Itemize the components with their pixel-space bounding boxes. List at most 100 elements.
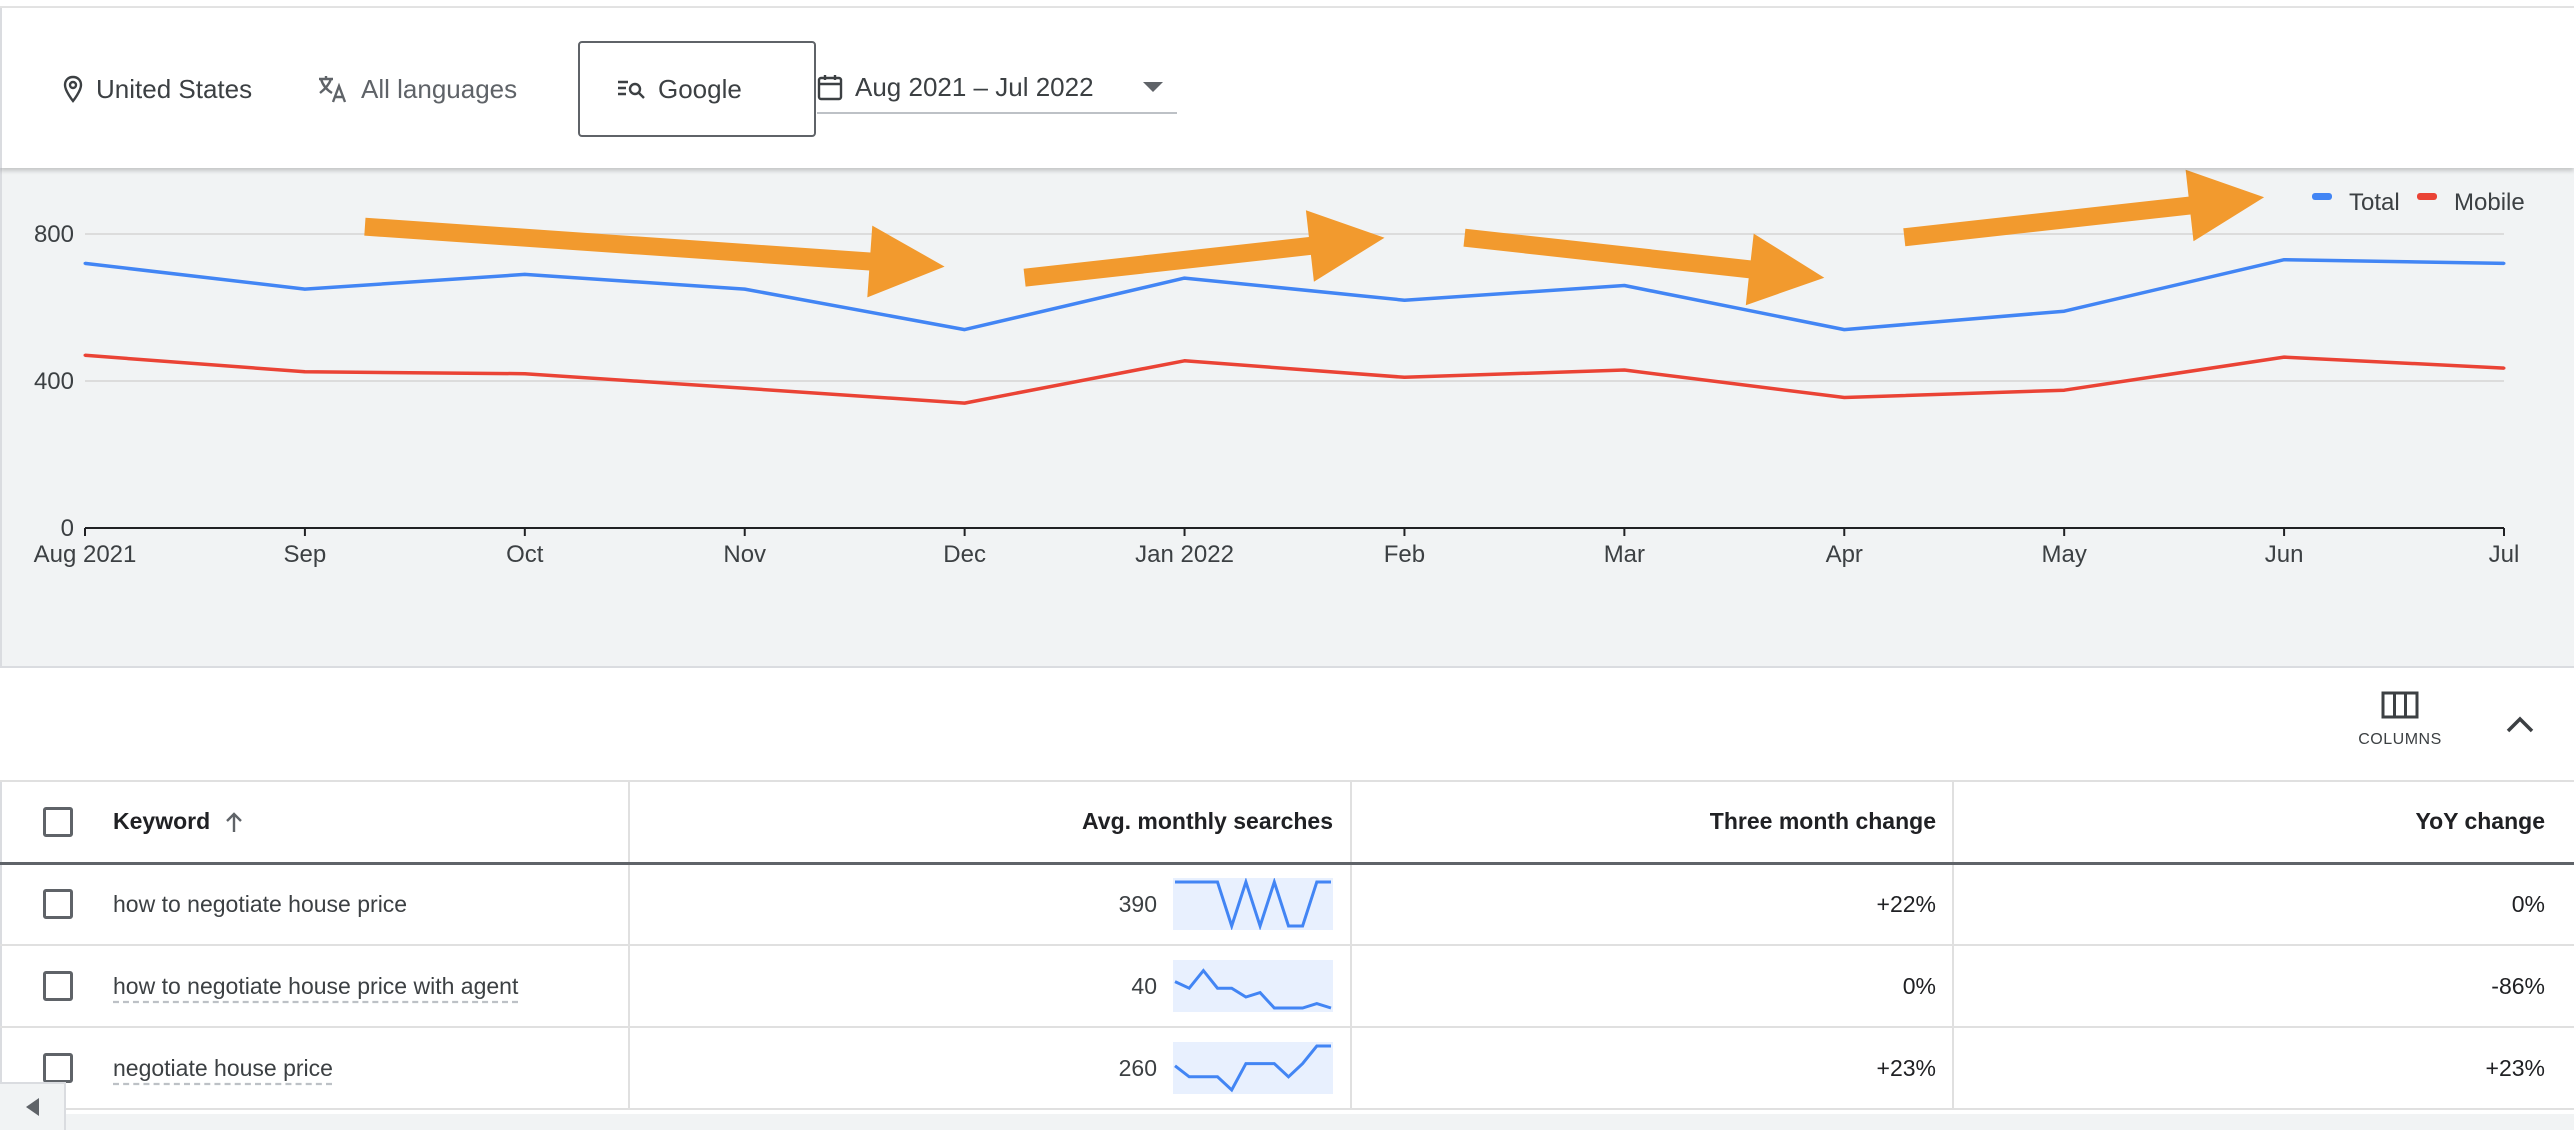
data-point-total [83, 261, 87, 265]
data-point-mobile [2282, 355, 2286, 359]
data-point-mobile [1402, 375, 1406, 379]
three-month-cell: 0% [1351, 945, 1954, 1027]
annotation-arrow-down [1463, 228, 1825, 306]
y-tick-label: 0 [61, 515, 74, 542]
avg-monthly-cell: 260 [629, 1027, 1352, 1109]
annotation-arrow-down [364, 217, 945, 298]
keyword-column-header[interactable]: Keyword [1, 781, 630, 863]
data-point-mobile [1183, 359, 1187, 363]
row-checkbox[interactable] [43, 971, 73, 1001]
yoy-value: -86% [2491, 972, 2545, 999]
keyword-text[interactable]: how to negotiate house price [113, 890, 408, 917]
keyword-text[interactable]: how to negotiate house price with agent [113, 972, 519, 999]
scroll-left-button[interactable] [0, 1082, 66, 1130]
columns-button[interactable]: COLUMNS [2350, 690, 2450, 749]
collapse-chart-button[interactable] [2500, 705, 2540, 745]
yoy-cell: -86% [1953, 945, 2574, 1027]
data-point-total [2282, 258, 2286, 262]
search-list-icon [618, 80, 645, 99]
triangle-left-icon [26, 1098, 39, 1116]
data-point-total [523, 272, 527, 276]
yoy-cell: 0% [1953, 863, 2574, 945]
table-row[interactable]: how to negotiate house price with agent 4… [1, 945, 2574, 1027]
sparkline-background [1173, 1042, 1333, 1094]
x-tick-label: Dec [943, 541, 986, 568]
keyword-cell: negotiate house price [1, 1027, 630, 1109]
keyword-text[interactable]: negotiate house price [113, 1054, 333, 1081]
x-tick-label: Sep [284, 541, 327, 568]
x-tick-label: Jun [2265, 541, 2304, 568]
legend-label-total: Total [2349, 189, 2400, 216]
trend-sparkline [1173, 1042, 1333, 1094]
x-tick-label: Apr [1826, 541, 1863, 568]
data-point-mobile [303, 370, 307, 374]
table-header-row: Keyword Avg. monthly searches Three mont… [1, 781, 2574, 863]
avg-monthly-value: 40 [1131, 972, 1157, 999]
annotation-arrow-up [1023, 210, 1385, 287]
data-point-total [2062, 309, 2066, 313]
avg-monthly-cell: 40 [629, 945, 1352, 1027]
row-checkbox[interactable] [43, 1053, 73, 1083]
table-row[interactable]: how to negotiate house price 390 +22% 0% [1, 863, 2574, 945]
avg-monthly-column-header[interactable]: Avg. monthly searches [629, 781, 1352, 863]
x-tick-label: Nov [723, 541, 766, 568]
horizontal-scrollbar[interactable] [66, 1114, 2574, 1130]
row-checkbox[interactable] [43, 889, 73, 920]
trend-sparkline [1173, 878, 1333, 931]
chevron-up-icon [2506, 716, 2534, 733]
yoy-value: 0% [2511, 890, 2545, 917]
calendar-icon [817, 75, 843, 101]
data-point-total [1183, 276, 1187, 280]
select-all-checkbox[interactable] [43, 806, 73, 837]
translate-icon [319, 76, 347, 103]
columns-icon [2381, 691, 2419, 719]
trend-sparkline [1173, 960, 1333, 1012]
legend-swatch-mobile [2417, 193, 2437, 200]
date-range-dropdown[interactable]: Aug 2021 – Jul 2022 [817, 62, 1177, 114]
keyword-table: Keyword Avg. monthly searches Three mont… [0, 780, 2574, 1110]
search-engine-filter[interactable]: Google [578, 41, 816, 137]
top-divider [0, 6, 2574, 8]
date-range-label: Aug 2021 – Jul 2022 [855, 71, 1094, 102]
yoy-column-header[interactable]: YoY change [1953, 781, 2574, 863]
series-line-mobile [84, 353, 2505, 405]
trend-chart-panel: 0 400 800 Aug 2021 Sep Oct Nov Dec Jan 2022 Feb M… [0, 168, 2574, 668]
sparkline-line [1174, 968, 1332, 1010]
data-point-mobile [2502, 366, 2506, 370]
x-tick-label: Jul [2489, 541, 2520, 568]
sparkline-background [1173, 960, 1333, 1012]
data-point-mobile [1842, 396, 1846, 400]
location-filter[interactable]: United States [62, 68, 252, 110]
yoy-value: +23% [2485, 1054, 2545, 1081]
data-point-total [2502, 261, 2506, 265]
data-point-total [303, 287, 307, 291]
data-point-mobile [963, 401, 967, 405]
location-label: United States [96, 73, 253, 104]
data-point-total [743, 287, 747, 291]
sort-ascending-icon[interactable] [220, 808, 248, 836]
keyword-cell: how to negotiate house price [1, 863, 630, 945]
legend-swatch-total [2312, 193, 2332, 200]
table-row[interactable]: negotiate house price 260 +23% +23% [1, 1027, 2574, 1109]
yoy-header-label: YoY change [2415, 808, 2545, 835]
avg-monthly-value: 390 [1118, 890, 1157, 917]
y-tick-label: 400 [34, 368, 74, 395]
x-tick-label: Feb [1384, 541, 1425, 568]
three-month-column-header[interactable]: Three month change [1351, 781, 1954, 863]
annotation-arrow-up [1903, 169, 2265, 247]
data-point-mobile [2062, 388, 2066, 392]
three-month-cell: +22% [1351, 863, 1954, 945]
data-point-total [1842, 328, 1846, 332]
columns-label: COLUMNS [2358, 731, 2442, 748]
language-filter[interactable]: All languages [317, 68, 517, 110]
y-tick-label: 800 [34, 221, 74, 248]
search-volume-chart: 0 400 800 Aug 2021 Sep Oct Nov Dec Jan 2022 Feb M… [34, 169, 2525, 568]
yoy-cell: +23% [1953, 1027, 2574, 1109]
data-point-total [1622, 283, 1626, 287]
avg-monthly-header-label: Avg. monthly searches [1082, 808, 1333, 835]
filter-bar: United States All languages Google Aug 2… [0, 8, 2574, 168]
data-point-total [963, 328, 967, 332]
data-point-mobile [83, 353, 87, 357]
x-tick-label: Oct [506, 541, 544, 568]
data-point-total [1402, 298, 1406, 302]
